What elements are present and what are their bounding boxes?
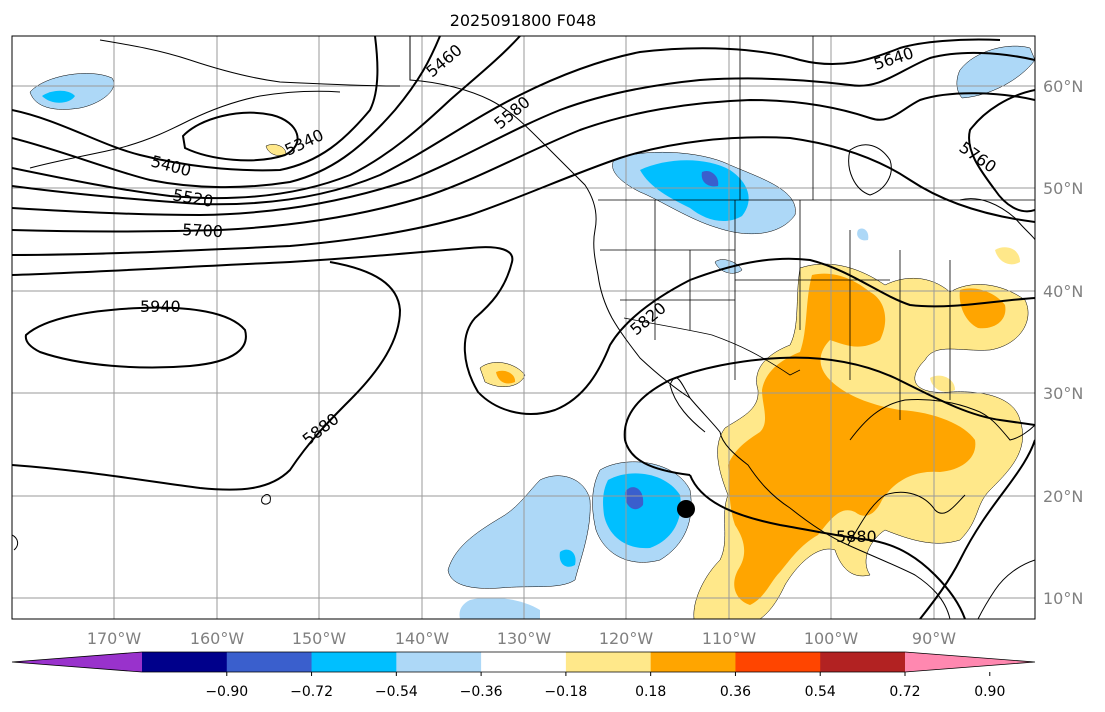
colorbar-tick-label: −0.72 [290, 684, 333, 700]
colorbar-segment [820, 652, 906, 672]
colorbar-outline [11, 651, 1036, 673]
colorbar-segment [311, 652, 397, 672]
colorbar-tick-label: 0.54 [805, 684, 836, 700]
map-frame [11, 35, 1036, 620]
lon-label: 90°W [912, 629, 956, 648]
colorbar-segment [735, 652, 821, 672]
graticule [12, 36, 1035, 619]
lat-label: 30°N [1043, 384, 1083, 403]
lon-label: 100°W [804, 629, 859, 648]
map-area: 5340 5400 5460 5520 5580 5640 5700 5760 … [12, 36, 1035, 619]
lat-label: 10°N [1043, 589, 1083, 608]
storm-position-marker [677, 500, 695, 518]
lon-label: 150°W [292, 629, 347, 648]
lat-label: 60°N [1043, 77, 1083, 96]
colorbar-segment [565, 652, 652, 672]
colorbar-tick-label: −0.18 [544, 684, 587, 700]
contour-label: 5400 [149, 152, 193, 181]
negative-anomaly-region [29, 45, 1035, 619]
height-contours [12, 36, 1035, 619]
lat-label: 40°N [1043, 282, 1083, 301]
colorbar-segment [481, 652, 567, 672]
longitude-labels: 170°W 160°W 150°W 140°W 130°W 120°W 110°… [87, 629, 956, 648]
colorbar-segment [650, 652, 736, 672]
lat-label: 50°N [1043, 179, 1083, 198]
contour-label: 5940 [140, 297, 181, 316]
colorbar-tick-label: 0.72 [889, 684, 920, 700]
lon-label: 140°W [395, 629, 450, 648]
colorbar-tick-label: −0.54 [375, 684, 418, 700]
figure-title: 2025091800 F048 [450, 11, 597, 30]
lon-label: 160°W [190, 629, 245, 648]
lon-label: 120°W [599, 629, 654, 648]
colorbar-extend-min [12, 652, 142, 672]
lat-label: 20°N [1043, 487, 1083, 506]
latitude-labels: 10°N 20°N 30°N 40°N 50°N 60°N [1043, 77, 1083, 608]
contour-label: 5460 [422, 40, 465, 81]
colorbar-segment [142, 652, 228, 672]
colorbar-tick-label: −0.90 [205, 684, 248, 700]
colorbar-segment [226, 652, 313, 672]
lon-label: 170°W [87, 629, 142, 648]
colorbar-tick-label: 0.18 [635, 684, 666, 700]
contour-label: 5640 [871, 43, 916, 74]
colorbar-tick-label: 0.90 [974, 684, 1005, 700]
contour-label: 5520 [171, 185, 214, 211]
colorbar-segment [396, 652, 482, 672]
political-borders [598, 36, 1035, 420]
colorbar: −0.90 −0.72 −0.54 −0.36 −0.18 0.18 0.36 0.54 0.7… [11, 651, 1036, 700]
lon-label: 110°W [702, 629, 757, 648]
colorbar-extend-max [905, 652, 1035, 672]
coastlines [12, 36, 1035, 619]
contour-label: 5700 [182, 220, 224, 241]
positive-anomaly-region [265, 144, 1029, 619]
contour-label: 5880 [836, 527, 877, 546]
colorbar-tick-label: 0.36 [720, 684, 751, 700]
lon-label: 130°W [497, 629, 552, 648]
colorbar-tick-label: −0.36 [460, 684, 503, 700]
contour-label: 5760 [956, 138, 1000, 177]
